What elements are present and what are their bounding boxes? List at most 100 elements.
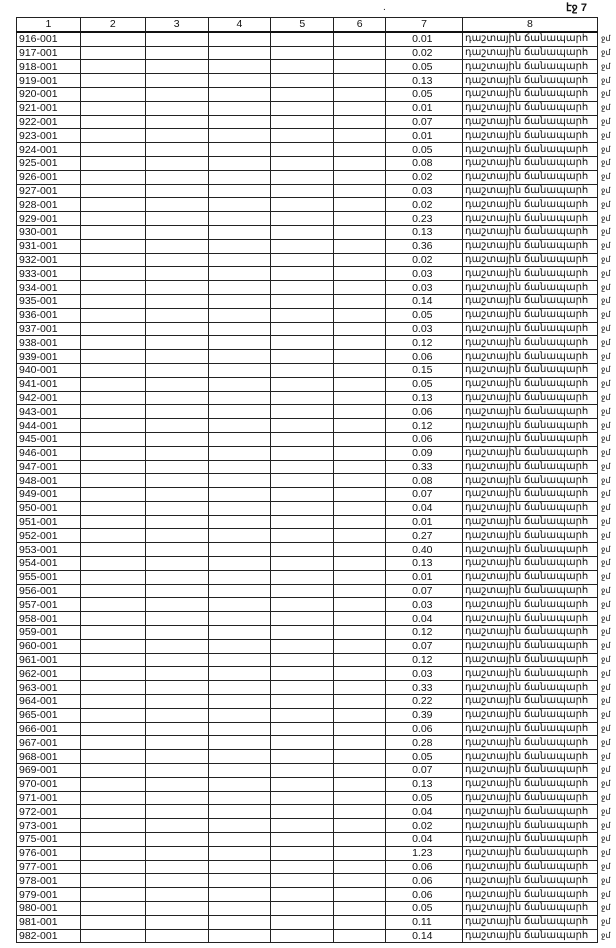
empty-cell (207, 390, 272, 406)
empty-cell (270, 293, 335, 309)
empty-cell (79, 293, 146, 309)
margin-fragment: ջմ (600, 434, 611, 444)
margin-header (597, 18, 615, 32)
parcel-code: 967-001 (16, 735, 81, 751)
empty-cell (207, 556, 272, 571)
empty-cell (144, 749, 209, 765)
empty-cell (333, 128, 387, 144)
area-value: 0.01 (385, 569, 463, 585)
empty-cell (270, 100, 335, 116)
empty-cell (333, 859, 387, 875)
empty-cell (207, 183, 272, 199)
land-type: դաշտային ճանապարհ (461, 376, 598, 392)
empty-cell (207, 611, 272, 627)
land-type: դաշտային ճանապարհ (461, 776, 598, 792)
empty-cell (333, 901, 387, 916)
margin-fragment: ջմ (600, 89, 611, 99)
empty-cell (333, 197, 387, 213)
parcel-code: 959-001 (16, 625, 81, 640)
land-type: դաշտային ճանապարհ (461, 224, 598, 240)
margin-fragment: ջմ (600, 489, 611, 499)
empty-cell (333, 500, 387, 516)
margin-fragment: ջմ (600, 903, 611, 913)
empty-cell (207, 280, 272, 295)
parcel-code: 950-001 (16, 500, 81, 516)
empty-cell (207, 155, 272, 171)
table-row: 931-001 0.36 դաշտային ճանապարհ ջմ (16, 238, 616, 254)
table-row: 929-001 0.23 դաշտային ճանապարհ ջմ (16, 211, 616, 226)
scan-mark: . (383, 2, 386, 13)
area-value: 0.13 (385, 776, 463, 792)
empty-cell (144, 390, 209, 406)
column-header-3: 3 (144, 16, 209, 33)
empty-cell (270, 790, 335, 806)
table-row: 969-001 0.07 դաշտային ճանապարհ ջմ (16, 763, 616, 778)
empty-cell (79, 818, 146, 834)
empty-cell (79, 928, 146, 944)
column-header-6: 6 (333, 16, 387, 33)
land-type: դաշտային ճանապարհ (461, 790, 598, 806)
table-row: 948-001 0.08 դաշտային ճանապարհ ջմ (16, 473, 616, 489)
table-row: 920-001 0.05 դաշտային ճանապարհ ջմ (16, 86, 616, 102)
parcel-code: 935-001 (16, 293, 81, 309)
land-type: դաշտային ճանապարհ (461, 749, 598, 765)
land-type: դաշտային ճանապարհ (461, 31, 598, 47)
empty-cell (207, 832, 272, 847)
parcel-code: 955-001 (16, 569, 81, 585)
parcel-code: 934-001 (16, 280, 81, 295)
empty-cell (144, 873, 209, 889)
empty-cell (79, 500, 146, 516)
empty-cell (207, 445, 272, 461)
empty-cell (207, 404, 272, 420)
empty-cell (333, 59, 387, 75)
empty-cell (207, 873, 272, 889)
empty-cell (333, 597, 387, 613)
empty-cell (270, 73, 335, 88)
margin-fragment: ջմ (600, 33, 611, 43)
parcel-code: 916-001 (16, 31, 81, 47)
empty-cell (207, 735, 272, 751)
parcel-code: 944-001 (16, 418, 81, 433)
empty-cell (270, 114, 335, 130)
parcel-code: 981-001 (16, 914, 81, 930)
empty-cell (144, 431, 209, 447)
empty-cell (333, 321, 387, 337)
table-row: 917-001 0.02 դաշտային ճանապարհ ջմ (16, 45, 616, 61)
parcel-code: 929-001 (16, 211, 81, 226)
empty-cell (79, 238, 146, 254)
empty-cell (144, 832, 209, 847)
empty-cell (144, 763, 209, 778)
empty-cell (79, 307, 146, 323)
parcel-code: 947-001 (16, 459, 81, 475)
empty-cell (270, 680, 335, 696)
table-row: 952-001 0.27 դաշտային ճանապարհ ջմ (16, 528, 616, 544)
empty-cell (207, 514, 272, 530)
area-value: 0.14 (385, 293, 463, 309)
empty-cell (79, 459, 146, 475)
parcel-code: 922-001 (16, 114, 81, 130)
empty-cell (270, 804, 335, 820)
empty-cell (270, 169, 335, 185)
land-type: դաշտային ճանապարհ (461, 556, 598, 571)
parcel-code: 977-001 (16, 859, 81, 875)
empty-cell (333, 224, 387, 240)
parcel-code: 963-001 (16, 680, 81, 696)
parcel-code: 953-001 (16, 542, 81, 558)
empty-cell (270, 183, 335, 199)
parcel-code: 933-001 (16, 266, 81, 282)
empty-cell (270, 59, 335, 75)
empty-cell (207, 73, 272, 88)
margin-fragment: ջմ (600, 751, 611, 761)
margin-fragment: ջմ (600, 558, 611, 568)
empty-cell (79, 404, 146, 420)
table-row: 973-001 0.02 դաշտային ճանապարհ ջմ (16, 818, 616, 834)
parcel-code: 970-001 (16, 776, 81, 792)
parcel-code: 919-001 (16, 73, 81, 88)
empty-cell (79, 528, 146, 544)
table-row: 918-001 0.05 դաշտային ճանապարհ ջմ (16, 59, 616, 75)
area-value: 0.04 (385, 804, 463, 820)
empty-cell (144, 252, 209, 268)
area-value: 0.05 (385, 59, 463, 75)
area-value: 0.28 (385, 735, 463, 751)
parcel-code: 927-001 (16, 183, 81, 199)
